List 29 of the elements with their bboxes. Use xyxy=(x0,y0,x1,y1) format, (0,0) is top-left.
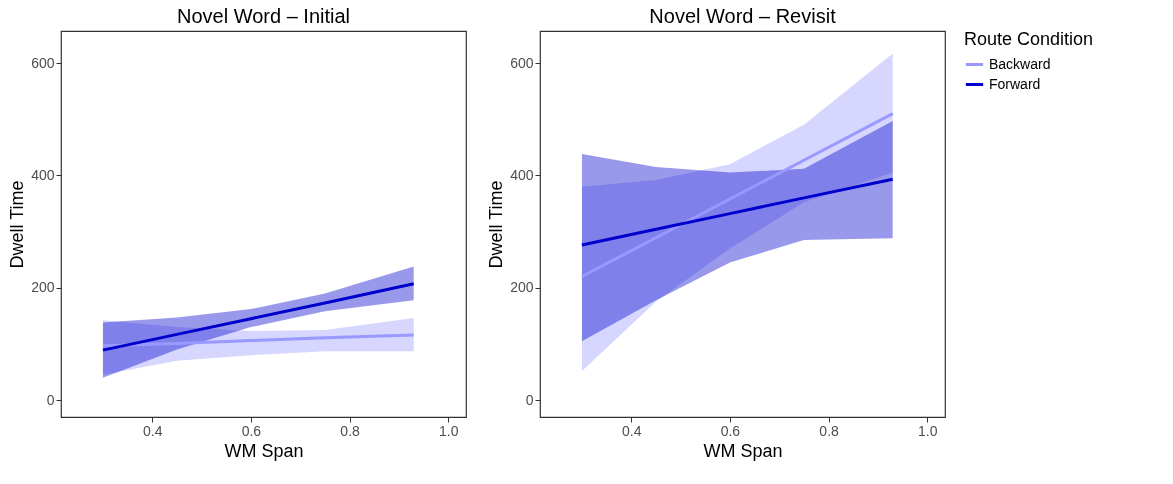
x-tick-label: 0.4 xyxy=(622,422,642,439)
line-series xyxy=(101,333,416,348)
x-tick-label: 0.4 xyxy=(143,422,163,439)
legend-label: Forward xyxy=(989,75,1041,92)
x-tick-label: 1.0 xyxy=(918,422,938,439)
x-tick-label: 1.0 xyxy=(439,422,459,439)
x-tick-label: 0.6 xyxy=(720,422,741,439)
y-axis-title: Dwell Time xyxy=(486,180,507,269)
x-tick-label: 0.8 xyxy=(819,422,840,439)
line-series xyxy=(580,177,895,247)
chart-title: Novel Word – Initial xyxy=(176,5,351,27)
y-tick-label: 0 xyxy=(46,391,55,408)
y-tick-label: 400 xyxy=(510,166,534,183)
chart-title: Novel Word – Revisit xyxy=(649,5,837,27)
y-tick-label: 600 xyxy=(510,54,534,71)
y-tick-label: 200 xyxy=(510,279,534,296)
y-tick-label: 400 xyxy=(31,166,55,183)
y-tick-label: 0 xyxy=(525,391,534,408)
line-series xyxy=(580,112,895,279)
x-axis-title: WM Span xyxy=(224,440,304,461)
legend-label: Backward xyxy=(989,55,1051,72)
line-series xyxy=(101,282,416,352)
x-tick-label: 0.8 xyxy=(340,422,361,439)
y-tick-label: 200 xyxy=(31,279,55,296)
legend-title: Route Condition xyxy=(964,29,1094,49)
y-tick-label: 600 xyxy=(31,54,55,71)
x-axis-title: WM Span xyxy=(703,440,783,461)
x-tick-label: 0.6 xyxy=(241,422,262,439)
y-axis-title: Dwell Time xyxy=(7,180,28,269)
